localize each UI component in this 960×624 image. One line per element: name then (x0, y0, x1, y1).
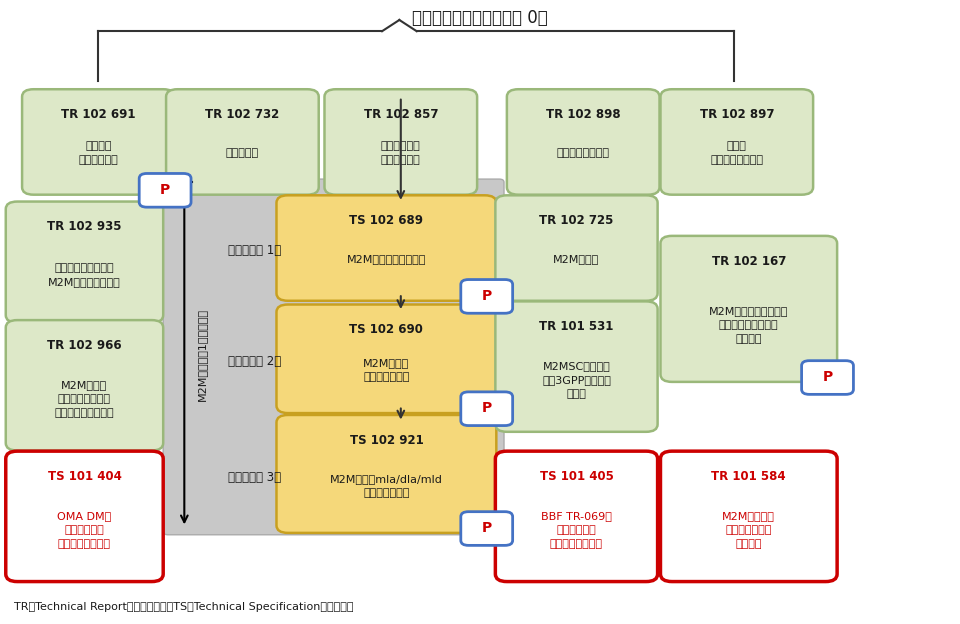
FancyBboxPatch shape (495, 451, 658, 582)
FancyBboxPatch shape (660, 451, 837, 582)
FancyBboxPatch shape (461, 280, 513, 313)
Text: M2Mサービスレイヤに
対する脅威の解析と
対抗手段: M2Mサービスレイヤに 対する脅威の解析と 対抗手段 (709, 306, 788, 344)
Text: TR 102 966: TR 102 966 (47, 339, 122, 352)
Text: OMA DMと
互換性のある
管理オブジェクト: OMA DMと 互換性のある 管理オブジェクト (58, 511, 111, 549)
FancyBboxPatch shape (495, 301, 658, 432)
FancyBboxPatch shape (166, 89, 319, 195)
Text: P: P (823, 370, 832, 384)
Text: M2Mリリース1のコア標準: M2Mリリース1のコア標準 (197, 308, 206, 401)
FancyBboxPatch shape (276, 195, 496, 301)
Text: スマートグリッドの
M2Mへのインパクト: スマートグリッドの M2Mへのインパクト (48, 263, 121, 287)
Text: TS 101 404: TS 101 404 (48, 470, 121, 483)
FancyBboxPatch shape (22, 89, 175, 195)
FancyBboxPatch shape (6, 320, 163, 451)
FancyBboxPatch shape (139, 173, 191, 207)
Text: イーヘルス: イーヘルス (226, 148, 259, 158)
Text: TR 102 897: TR 102 897 (700, 108, 774, 121)
Text: TS 101 405: TS 101 405 (540, 470, 613, 483)
Text: M2Mデータの
セマンティック
サポート: M2Mデータの セマンティック サポート (722, 511, 776, 549)
Text: P: P (482, 289, 492, 303)
Text: TS 102 689: TS 102 689 (349, 214, 423, 227)
FancyBboxPatch shape (461, 392, 513, 426)
Text: M2Mサービス要求条件: M2Mサービス要求条件 (347, 254, 426, 264)
Text: M2MSCレイヤに
よる3GPPノードの
再利用: M2MSCレイヤに よる3GPPノードの 再利用 (542, 361, 611, 399)
Text: 【ステージ 3】: 【ステージ 3】 (228, 471, 281, 484)
Text: シティ
オートメーション: シティ オートメーション (710, 141, 763, 165)
Text: TS 102 690: TS 102 690 (349, 323, 423, 336)
Text: TR 102 857: TR 102 857 (364, 108, 438, 121)
Text: TR 101 531: TR 101 531 (540, 320, 613, 333)
FancyBboxPatch shape (276, 415, 496, 533)
Text: M2Mの定義: M2Mの定義 (553, 254, 600, 264)
FancyBboxPatch shape (507, 89, 660, 195)
Text: TR 102 935: TR 102 935 (47, 220, 122, 233)
Text: スマート
メータリング: スマート メータリング (79, 141, 118, 165)
FancyBboxPatch shape (163, 179, 504, 535)
Text: M2M通信、mla/dla/mld
インタフェース: M2M通信、mla/dla/mld インタフェース (330, 474, 443, 499)
Text: TR 102 898: TR 102 898 (546, 108, 620, 121)
Text: 【ステージ 2】: 【ステージ 2】 (228, 356, 281, 368)
Text: TR 102 691: TR 102 691 (61, 108, 135, 121)
Text: TR 102 167: TR 102 167 (711, 255, 786, 268)
FancyBboxPatch shape (660, 236, 837, 382)
FancyBboxPatch shape (660, 89, 813, 195)
Text: P: P (482, 401, 492, 415)
Text: TS 102 921: TS 102 921 (349, 434, 423, 447)
Text: TR 101 584: TR 101 584 (711, 470, 786, 483)
FancyBboxPatch shape (802, 361, 853, 394)
Text: コネクテッド
コンシューマ: コネクテッド コンシューマ (381, 141, 420, 165)
Text: オートモーティブ: オートモーティブ (557, 148, 610, 158)
Text: M2M機能的
アーキテクチャ: M2M機能的 アーキテクチャ (363, 358, 410, 382)
Text: ユースケース【ステージ 0】: ユースケース【ステージ 0】 (412, 9, 548, 27)
FancyBboxPatch shape (461, 512, 513, 545)
Text: TR 102 725: TR 102 725 (540, 214, 613, 227)
FancyBboxPatch shape (324, 89, 477, 195)
FancyBboxPatch shape (276, 305, 496, 413)
Text: TR：Technical Report、技術報告　　TS：Technical Specification、技術仕様: TR：Technical Report、技術報告 TS：Technical Sp… (14, 602, 354, 612)
Text: P: P (482, 521, 492, 535)
Text: P: P (160, 183, 170, 197)
FancyBboxPatch shape (495, 195, 658, 301)
FancyBboxPatch shape (6, 451, 163, 582)
Text: TR 102 732: TR 102 732 (205, 108, 279, 121)
Text: M2Mエリア
ネットワークとの
インターワーキング: M2Mエリア ネットワークとの インターワーキング (55, 380, 114, 418)
Text: BBF TR-069と
互換性のある
管理オブジェクト: BBF TR-069と 互換性のある 管理オブジェクト (541, 511, 612, 549)
Text: 【ステージ 1】: 【ステージ 1】 (228, 245, 281, 257)
FancyBboxPatch shape (6, 202, 163, 323)
